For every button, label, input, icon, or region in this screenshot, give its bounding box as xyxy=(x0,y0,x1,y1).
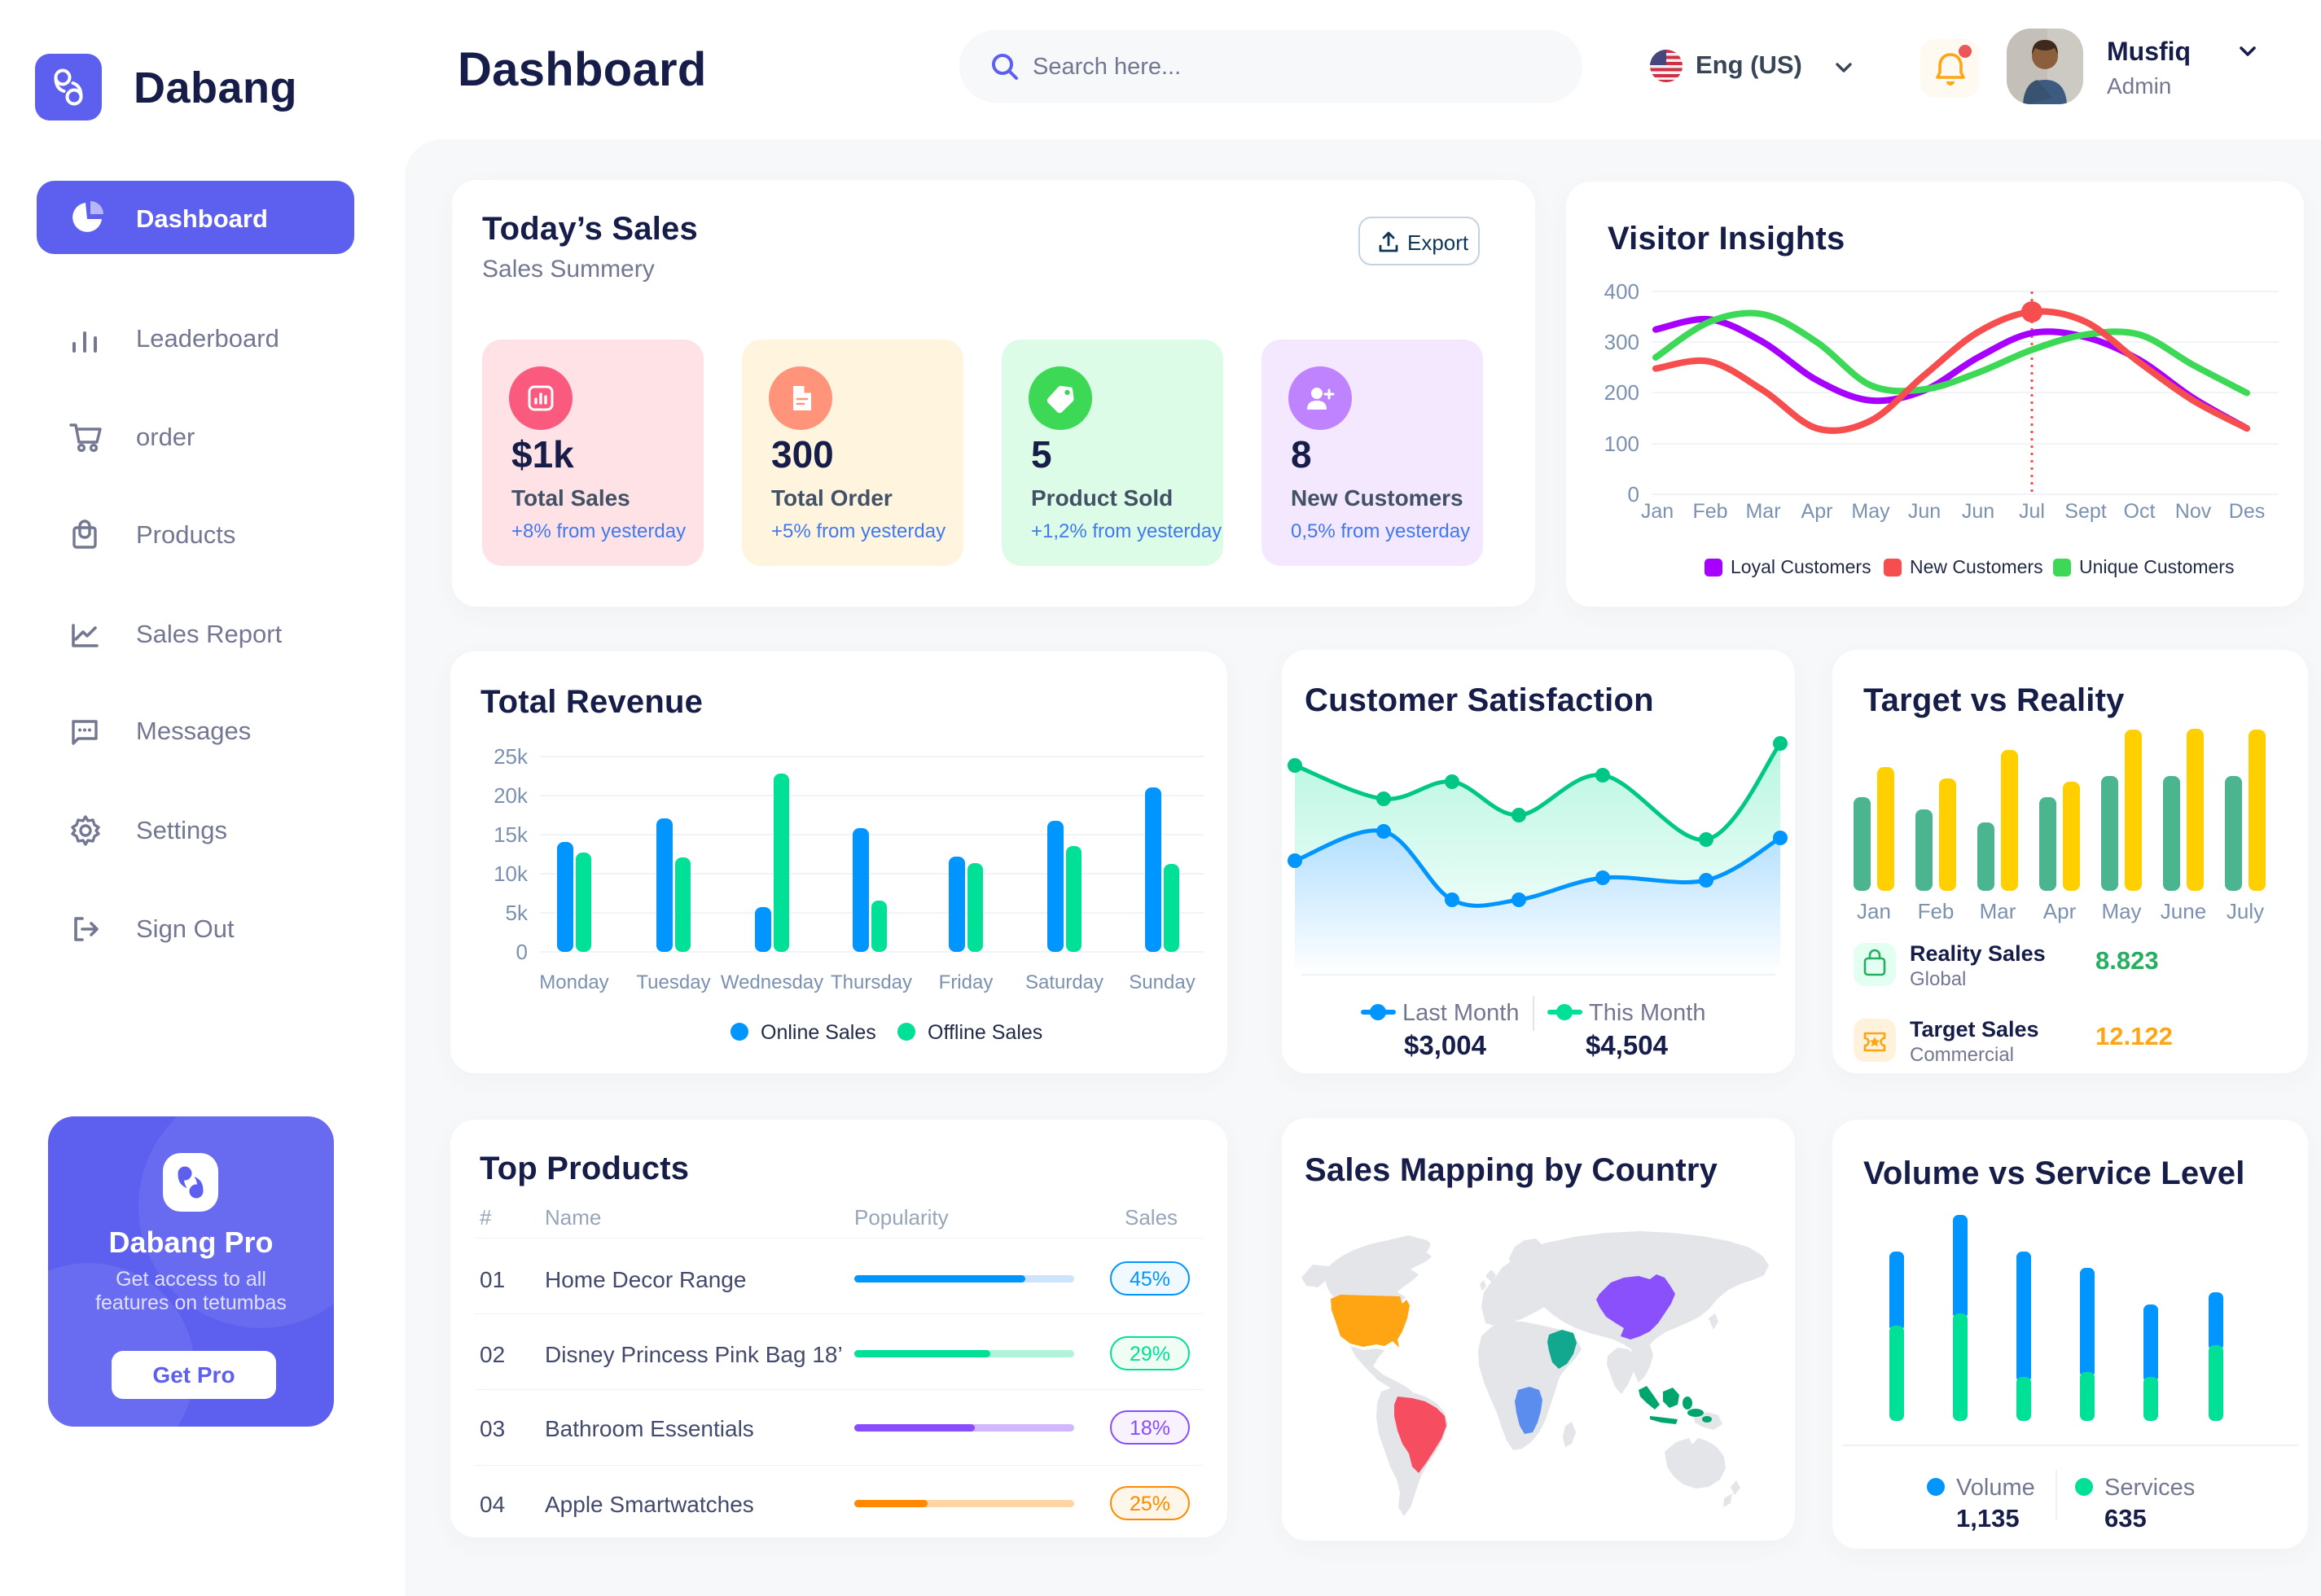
svg-text:Unique Customers: Unique Customers xyxy=(2079,556,2234,577)
svg-text:$3,004: $3,004 xyxy=(1404,1030,1487,1060)
svg-text:Feb: Feb xyxy=(1918,899,1955,923)
svg-text:Oct: Oct xyxy=(2124,500,2156,523)
svg-text:10k: 10k xyxy=(494,862,529,886)
svg-text:Last Month: Last Month xyxy=(1402,1000,1519,1026)
svg-text:Services: Services xyxy=(2104,1475,2195,1501)
svg-text:Mar: Mar xyxy=(1745,500,1780,523)
svg-text:Jan: Jan xyxy=(1857,899,1891,923)
svg-text:This Month: This Month xyxy=(1589,1000,1705,1026)
svg-text:July: July xyxy=(2227,899,2264,923)
svg-text:Reality Sales: Reality Sales xyxy=(1910,941,2046,966)
svg-text:Jul: Jul xyxy=(2019,500,2045,523)
svg-text:Commercial: Commercial xyxy=(1910,1044,2014,1066)
svg-text:25k: 25k xyxy=(494,744,529,769)
svg-text:May: May xyxy=(2101,899,2141,923)
svg-text:15k: 15k xyxy=(494,822,529,847)
svg-text:1,135: 1,135 xyxy=(1956,1504,2020,1532)
svg-text:12.122: 12.122 xyxy=(2095,1022,2173,1050)
svg-text:300: 300 xyxy=(1604,330,1639,354)
svg-text:Jun: Jun xyxy=(1908,500,1941,523)
svg-text:Sunday: Sunday xyxy=(1129,971,1195,993)
svg-text:Wednesday: Wednesday xyxy=(721,971,823,993)
svg-text:Jun: Jun xyxy=(1962,500,1994,523)
svg-text:New Customers: New Customers xyxy=(1910,556,2043,577)
svg-text:8.823: 8.823 xyxy=(2095,946,2159,975)
svg-text:Nov: Nov xyxy=(2175,500,2212,523)
svg-text:Tuesday: Tuesday xyxy=(636,971,710,993)
svg-text:Friday: Friday xyxy=(939,971,994,993)
svg-text:May: May xyxy=(1851,500,1890,523)
svg-text:$4,504: $4,504 xyxy=(1586,1030,1669,1060)
svg-text:5k: 5k xyxy=(506,901,529,925)
svg-text:Feb: Feb xyxy=(1692,500,1727,523)
svg-text:Target Sales: Target Sales xyxy=(1910,1017,2039,1041)
svg-text:635: 635 xyxy=(2104,1504,2147,1532)
svg-text:Apr: Apr xyxy=(1801,500,1833,523)
svg-text:20k: 20k xyxy=(494,783,529,808)
svg-text:0: 0 xyxy=(516,940,528,964)
svg-text:400: 400 xyxy=(1604,279,1639,304)
svg-text:Saturday: Saturday xyxy=(1025,971,1103,993)
svg-text:100: 100 xyxy=(1604,432,1639,456)
svg-text:Offline Sales: Offline Sales xyxy=(928,1021,1042,1044)
svg-text:June: June xyxy=(2161,899,2206,923)
svg-text:Loyal Customers: Loyal Customers xyxy=(1731,556,1871,577)
svg-text:Monday: Monday xyxy=(539,971,608,993)
svg-text:200: 200 xyxy=(1604,380,1639,405)
svg-text:Thursday: Thursday xyxy=(831,971,912,993)
svg-text:Apr: Apr xyxy=(2043,899,2077,923)
svg-text:Volume: Volume xyxy=(1956,1475,2035,1501)
svg-text:Jan: Jan xyxy=(1641,500,1674,523)
svg-text:0: 0 xyxy=(1628,482,1639,506)
svg-text:Global: Global xyxy=(1910,968,1966,990)
svg-text:Des: Des xyxy=(2229,500,2265,523)
svg-text:Online Sales: Online Sales xyxy=(761,1021,876,1044)
svg-text:Sept: Sept xyxy=(2064,500,2106,523)
svg-text:Mar: Mar xyxy=(1980,899,2016,923)
